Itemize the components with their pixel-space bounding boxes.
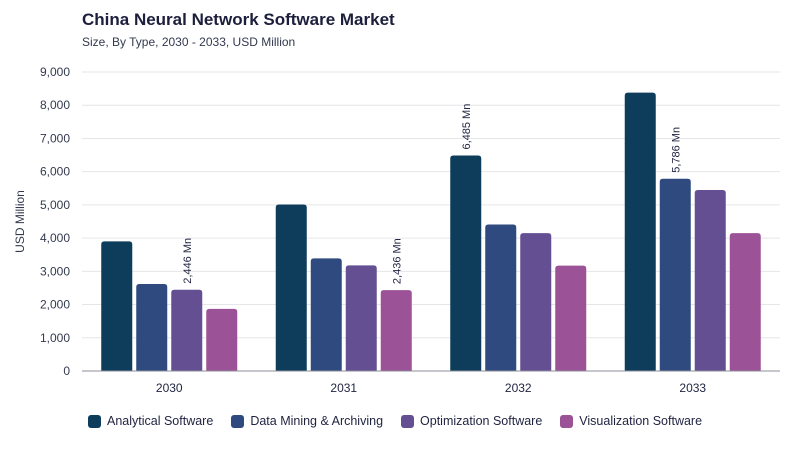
chart-legend: Analytical Software Data Mining & Archiv… <box>88 414 702 428</box>
data-label: 6,485 Mn <box>461 104 473 150</box>
y-tick-label: 9,000 <box>40 65 70 79</box>
data-label: 2,446 Mn <box>182 238 194 284</box>
legend-label: Visualization Software <box>579 414 703 428</box>
x-tick-label: 2031 <box>330 381 357 395</box>
y-tick-label: 8,000 <box>40 98 70 112</box>
bar-chart: 0 1,000 2,000 3,000 4,000 5,000 6,000 7,000 8,00… <box>13 65 780 395</box>
legend-swatch <box>231 414 245 428</box>
bar <box>171 289 203 371</box>
bar <box>659 178 691 371</box>
bar <box>101 241 133 371</box>
y-tick-label: 2,000 <box>40 298 70 312</box>
x-tick-label: 2032 <box>505 381 532 395</box>
x-tick-label: 2033 <box>679 381 706 395</box>
y-tick-label: 5,000 <box>40 198 70 212</box>
y-axis-title: USD Million <box>13 190 27 253</box>
y-tick-label: 6,000 <box>40 165 70 179</box>
bar <box>694 189 726 371</box>
legend-item-optimization[interactable]: Optimization Software <box>401 414 542 428</box>
legend-swatch <box>401 414 415 428</box>
legend-swatch <box>88 414 101 428</box>
bar <box>555 265 587 371</box>
y-tick-label: 3,000 <box>40 264 70 278</box>
bar <box>380 290 412 371</box>
y-tick-label: 0 <box>63 364 70 378</box>
data-label: 5,786 Mn <box>670 127 682 173</box>
legend-label: Analytical Software <box>107 414 214 428</box>
bar <box>310 258 342 371</box>
legend-label: Optimization Software <box>420 414 543 428</box>
legend-swatch <box>560 414 574 428</box>
bar <box>345 265 377 371</box>
legend-item-data-mining[interactable]: Data Mining & Archiving <box>231 414 383 428</box>
data-label: 2,436 Mn <box>391 238 403 284</box>
bar <box>275 204 307 371</box>
legend-item-analytical[interactable]: Analytical Software <box>88 414 213 428</box>
y-tick-label: 1,000 <box>40 331 70 345</box>
bar <box>206 308 238 371</box>
bar <box>450 155 482 371</box>
y-tick-label: 4,000 <box>40 231 70 245</box>
bar <box>624 92 656 371</box>
bar <box>136 283 168 371</box>
y-tick-label: 7,000 <box>40 131 70 145</box>
bar <box>520 233 552 371</box>
chart-title: China Neural Network Software Market <box>82 10 395 29</box>
bar <box>485 224 517 371</box>
legend-item-visualization[interactable]: Visualization Software <box>560 414 702 428</box>
chart-subtitle: Size, By Type, 2030 - 2033, USD Million <box>82 35 296 49</box>
legend-label: Data Mining & Archiving <box>250 414 384 428</box>
x-tick-label: 2030 <box>156 381 183 395</box>
bar <box>729 233 761 371</box>
